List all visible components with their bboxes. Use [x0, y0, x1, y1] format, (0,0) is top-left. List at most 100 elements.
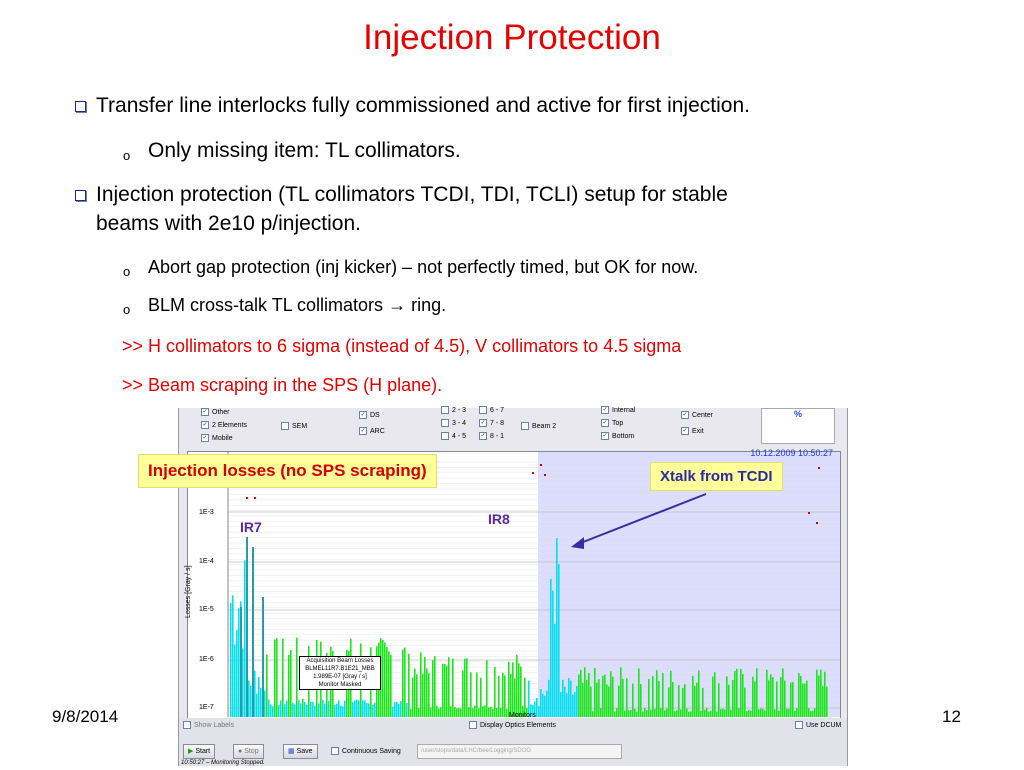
show-labels-toggle[interactable]: Show Labels — [183, 721, 234, 729]
checkbox-icon[interactable] — [441, 406, 449, 415]
checkbox-icon[interactable]: ✓ — [681, 411, 689, 420]
monitor-bar — [404, 647, 406, 717]
monitor-bar — [812, 710, 814, 717]
option-beam-2[interactable]: Beam 2 — [521, 422, 556, 430]
monitor-bar — [796, 708, 798, 717]
monitor-bar — [788, 708, 790, 717]
monitor-bar — [452, 658, 454, 717]
threshold-marker — [808, 512, 810, 514]
monitor-bar — [258, 677, 260, 717]
save-path-field[interactable]: /user/slops/data/LHC/bee/Logging/SDOG — [417, 744, 622, 759]
options-col-3: ✓ DS ✓ ARC — [359, 408, 385, 440]
monitor-bar — [814, 708, 816, 717]
monitor-bar — [306, 704, 308, 717]
threshold-marker — [540, 464, 542, 466]
threshold-marker — [544, 474, 546, 476]
monitor-bar — [368, 703, 370, 717]
ir7-peak-bar — [262, 597, 264, 717]
tooltip-line: Monitor Masked — [318, 682, 362, 688]
checkbox-icon[interactable]: ✓ — [601, 406, 609, 415]
monitor-bar — [608, 686, 610, 717]
checkbox-icon[interactable] — [441, 419, 449, 428]
monitor-bar — [618, 685, 620, 717]
loss-plot — [187, 451, 841, 738]
checkbox-icon[interactable]: ✓ — [359, 411, 367, 420]
monitor-bar — [538, 706, 540, 717]
monitor-bar — [722, 708, 724, 717]
xtalk-callout: Xtalk from TCDI — [650, 462, 783, 491]
checkbox-icon[interactable] — [521, 422, 529, 430]
monitor-bar — [290, 650, 292, 717]
start-button[interactable]: ▶ Start — [183, 744, 216, 759]
checkbox-icon[interactable]: ✓ — [479, 432, 487, 441]
monitor-bar — [706, 708, 708, 717]
monitor-bar — [418, 707, 420, 717]
monitor-bar — [338, 700, 340, 717]
stop-button[interactable]: ● Stop — [233, 744, 264, 759]
monitor-bar — [382, 639, 384, 717]
checkbox-icon[interactable] — [281, 422, 289, 430]
threshold-marker — [246, 497, 248, 499]
options-col-5: 6 - 7 ✓ 7 - 8 ✓ 8 - 1 — [479, 404, 504, 443]
options-col-1: ✓ Other ✓ 2 Elements ✓ Mobile — [201, 406, 247, 445]
checkbox-icon[interactable] — [795, 721, 803, 729]
square-bullet-icon — [75, 190, 86, 201]
checkbox-icon[interactable]: ✓ — [201, 408, 209, 417]
options-col-4: 2 - 3 3 - 4 4 - 5 — [441, 404, 466, 443]
monitor-bar — [678, 685, 680, 717]
display-optics-toggle[interactable]: Display Optics Elements — [469, 721, 556, 729]
monitor-bar — [672, 682, 674, 717]
monitor-bar — [324, 703, 326, 717]
monitor-bar — [516, 654, 518, 717]
monitor-bar — [616, 708, 618, 717]
monitor-bar — [270, 704, 272, 717]
option-label: 3 - 4 — [452, 420, 467, 427]
monitor-bar — [776, 681, 778, 717]
monitor-bar — [352, 702, 354, 717]
sub-bullet-2: Abort gap protection (inj kicker) – not … — [148, 257, 699, 277]
monitor-bar — [582, 682, 584, 717]
checkbox-icon[interactable]: ✓ — [201, 421, 209, 430]
monitor-bar — [448, 657, 450, 717]
checkbox-icon[interactable]: ✓ — [601, 419, 609, 428]
continuous-saving-toggle[interactable]: Continuous Saving — [331, 747, 401, 755]
xtalk-arrow-head — [571, 537, 584, 549]
checkbox-icon[interactable]: ✓ — [681, 427, 689, 436]
monitor-bar — [366, 703, 368, 717]
monitor-bar — [784, 680, 786, 717]
checkbox-icon[interactable]: ✓ — [359, 427, 367, 436]
monitor-bar — [764, 710, 766, 717]
monitor-bar — [804, 683, 806, 717]
checkbox-icon[interactable] — [479, 406, 487, 415]
checkbox-icon[interactable] — [469, 721, 477, 729]
checkbox-icon[interactable]: ✓ — [201, 434, 209, 443]
checkbox-icon[interactable] — [183, 721, 191, 729]
checkbox-icon[interactable]: ✓ — [479, 419, 487, 428]
option-sem[interactable]: SEM — [281, 422, 307, 430]
save-button[interactable]: ▦ Save — [283, 744, 318, 759]
monitor-bar — [272, 706, 274, 717]
checkbox-icon[interactable]: ✓ — [601, 432, 609, 441]
options-col-8: ✓ Center ✓ Exit — [681, 408, 713, 440]
ir7-peak-bar — [252, 547, 254, 717]
option-label: Beam 2 — [532, 422, 557, 430]
sub-bullet-3-end: ring. — [411, 295, 447, 315]
checkbox-icon[interactable] — [331, 747, 339, 755]
monitor-bar — [748, 709, 750, 717]
use-dcum-toggle[interactable]: Use DCUM — [795, 721, 841, 729]
tooltip-line: Acquisition Beam Losses — [306, 658, 374, 664]
monitor-bar — [248, 680, 250, 717]
monitor-bar — [570, 680, 572, 717]
monitor-bar — [686, 708, 688, 717]
checkbox-icon[interactable] — [441, 432, 449, 441]
option-label: 8 - 1 — [490, 433, 505, 440]
monitor-bar — [244, 560, 246, 717]
monitor-bar — [654, 708, 656, 717]
monitor-bar — [482, 706, 484, 717]
monitor-bar — [628, 710, 630, 717]
option-label: Top — [612, 420, 624, 427]
monitor-bar — [422, 673, 424, 717]
monitor-bar — [354, 700, 356, 717]
monitor-bar — [340, 705, 342, 717]
